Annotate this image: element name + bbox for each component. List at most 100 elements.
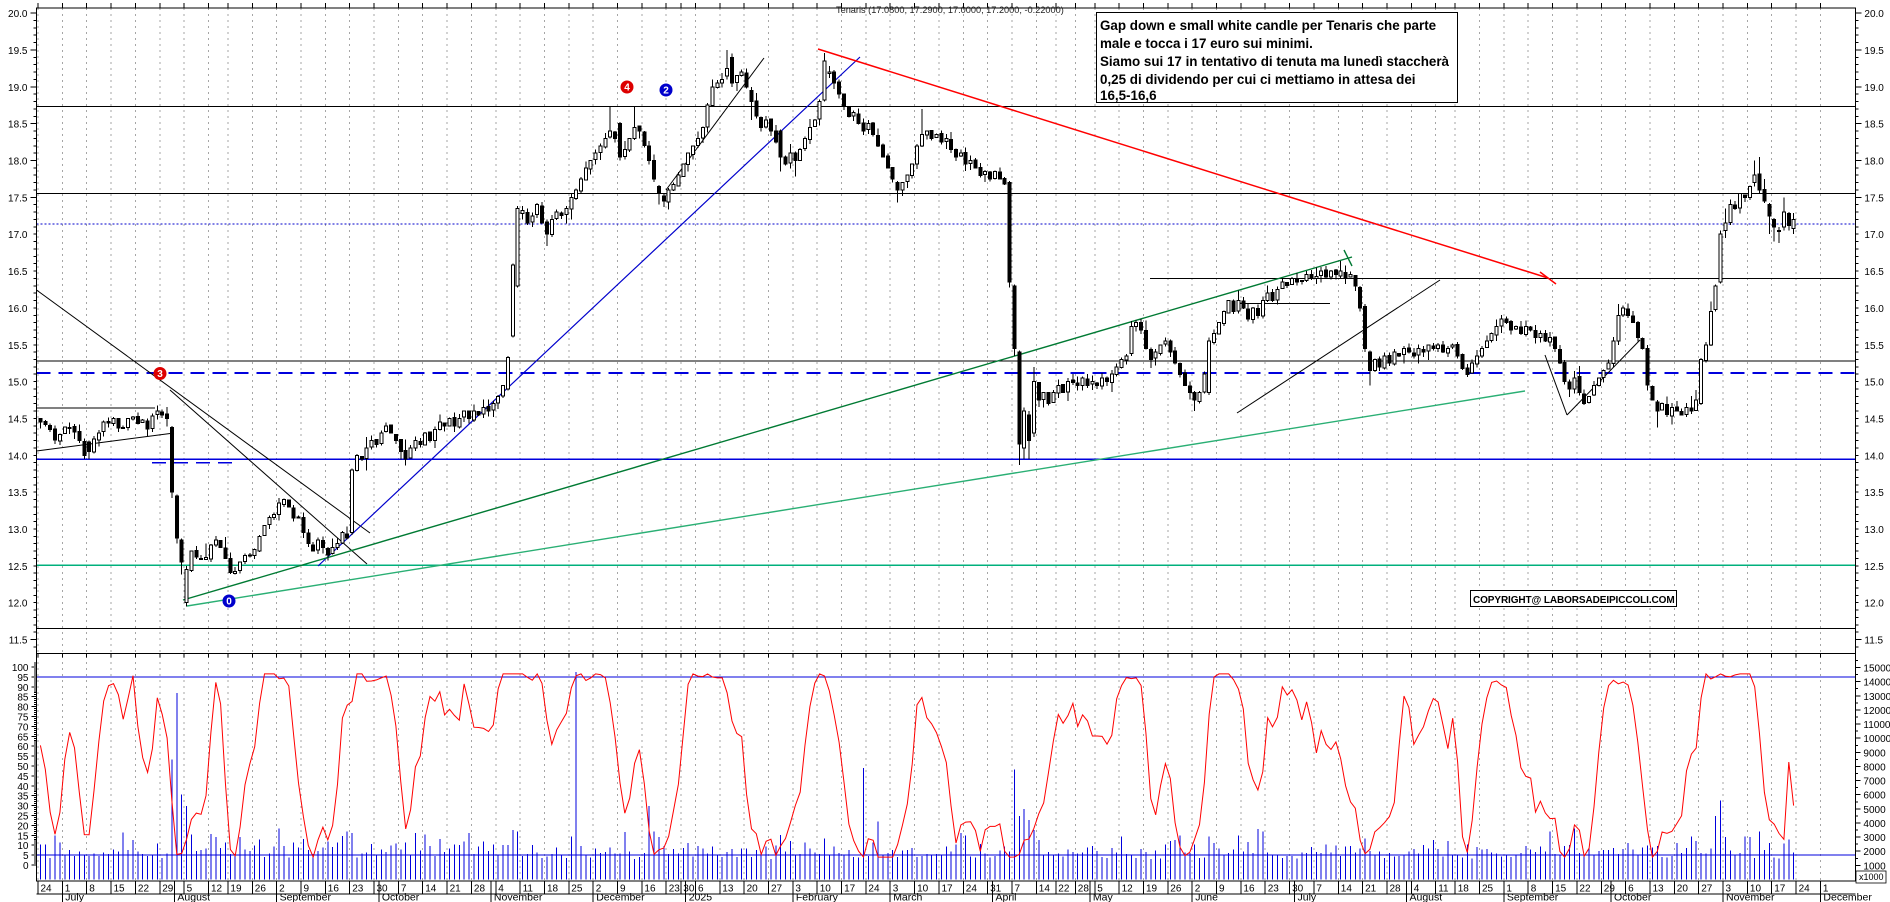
svg-text:male e tocca i 17 euro sui min: male e tocca i 17 euro sui minimi. xyxy=(1100,36,1313,51)
svg-text:16: 16 xyxy=(1243,884,1255,895)
svg-text:23: 23 xyxy=(1268,884,1280,895)
svg-text:9: 9 xyxy=(620,884,626,895)
svg-text:2: 2 xyxy=(596,884,602,895)
svg-text:September: September xyxy=(1507,892,1559,902)
svg-text:20: 20 xyxy=(17,821,29,832)
svg-text:14.0: 14.0 xyxy=(1864,451,1884,462)
svg-text:July: July xyxy=(1298,892,1317,902)
svg-text:May: May xyxy=(1093,892,1114,902)
svg-text:26: 26 xyxy=(1170,884,1182,895)
svg-text:16: 16 xyxy=(328,884,340,895)
svg-text:30: 30 xyxy=(1292,884,1304,895)
svg-text:June: June xyxy=(1195,892,1218,902)
svg-text:12.0: 12.0 xyxy=(8,599,28,610)
svg-text:90: 90 xyxy=(17,683,29,694)
svg-text:19.0: 19.0 xyxy=(1864,83,1884,94)
svg-text:16.5: 16.5 xyxy=(1864,267,1884,278)
svg-text:4: 4 xyxy=(624,83,630,94)
svg-text:2000: 2000 xyxy=(1863,847,1886,858)
svg-text:27: 27 xyxy=(1701,884,1713,895)
svg-text:8: 8 xyxy=(89,884,95,895)
svg-text:7: 7 xyxy=(1316,884,1322,895)
svg-text:23: 23 xyxy=(352,884,364,895)
svg-text:2: 2 xyxy=(279,884,285,895)
svg-text:11: 11 xyxy=(523,884,534,895)
svg-text:20: 20 xyxy=(747,884,759,895)
svg-text:40: 40 xyxy=(17,782,29,793)
svg-text:18.5: 18.5 xyxy=(1864,120,1884,131)
svg-text:November: November xyxy=(494,892,543,902)
svg-text:13.5: 13.5 xyxy=(8,488,28,499)
svg-text:16,5-16,6: 16,5-16,6 xyxy=(1100,88,1157,103)
svg-text:1: 1 xyxy=(1823,884,1829,895)
svg-text:60: 60 xyxy=(17,742,29,753)
svg-text:6: 6 xyxy=(1628,884,1634,895)
svg-text:5: 5 xyxy=(1097,884,1103,895)
svg-text:13.0: 13.0 xyxy=(1864,525,1884,536)
svg-text:13: 13 xyxy=(722,884,734,895)
svg-text:80: 80 xyxy=(17,703,29,714)
svg-text:100: 100 xyxy=(12,663,29,674)
svg-text:23: 23 xyxy=(669,884,681,895)
svg-text:14000: 14000 xyxy=(1863,678,1890,689)
svg-text:18.5: 18.5 xyxy=(8,120,28,131)
svg-text:March: March xyxy=(893,892,922,902)
svg-text:0: 0 xyxy=(226,597,232,608)
svg-text:26: 26 xyxy=(255,884,267,895)
svg-text:11000: 11000 xyxy=(1863,720,1890,731)
svg-text:22: 22 xyxy=(1058,884,1070,895)
svg-text:12.5: 12.5 xyxy=(1864,562,1884,573)
svg-text:2: 2 xyxy=(1195,884,1201,895)
svg-text:13: 13 xyxy=(1653,884,1665,895)
svg-text:11: 11 xyxy=(1438,884,1449,895)
svg-text:22: 22 xyxy=(138,884,150,895)
svg-text:19.5: 19.5 xyxy=(1864,46,1884,57)
svg-text:35: 35 xyxy=(17,792,29,803)
svg-text:x1000: x1000 xyxy=(1859,872,1884,882)
svg-text:28: 28 xyxy=(474,884,486,895)
svg-text:3000: 3000 xyxy=(1863,833,1886,844)
svg-text:16: 16 xyxy=(644,884,656,895)
svg-text:65: 65 xyxy=(17,732,29,743)
svg-text:20.0: 20.0 xyxy=(1864,9,1884,20)
svg-text:13.0: 13.0 xyxy=(8,525,28,536)
svg-text:30: 30 xyxy=(17,802,29,813)
svg-text:55: 55 xyxy=(17,752,29,763)
svg-text:24: 24 xyxy=(868,884,880,895)
svg-text:18: 18 xyxy=(547,884,559,895)
svg-text:October: October xyxy=(382,892,420,902)
svg-text:10: 10 xyxy=(1750,884,1762,895)
svg-text:95: 95 xyxy=(17,673,29,684)
svg-text:18.0: 18.0 xyxy=(1864,157,1884,168)
svg-text:17.5: 17.5 xyxy=(1864,193,1884,204)
svg-text:10: 10 xyxy=(820,884,832,895)
svg-text:45: 45 xyxy=(17,772,29,783)
svg-text:14.0: 14.0 xyxy=(8,451,28,462)
svg-text:2025: 2025 xyxy=(689,892,713,902)
svg-text:27: 27 xyxy=(771,884,783,895)
svg-text:21: 21 xyxy=(450,884,462,895)
svg-text:30: 30 xyxy=(683,884,695,895)
svg-text:15.0: 15.0 xyxy=(8,378,28,389)
svg-text:December: December xyxy=(596,892,645,902)
svg-text:16.0: 16.0 xyxy=(1864,304,1884,315)
svg-text:10: 10 xyxy=(17,841,29,852)
svg-text:5: 5 xyxy=(23,851,29,862)
svg-text:18.0: 18.0 xyxy=(8,157,28,168)
svg-text:15: 15 xyxy=(1555,884,1567,895)
svg-text:28: 28 xyxy=(1078,884,1090,895)
svg-text:7: 7 xyxy=(401,884,407,895)
svg-text:17: 17 xyxy=(844,884,856,895)
svg-text:31: 31 xyxy=(990,884,1002,895)
svg-text:14: 14 xyxy=(1341,884,1353,895)
svg-text:8: 8 xyxy=(1531,884,1537,895)
svg-text:12: 12 xyxy=(1122,884,1134,895)
svg-text:0: 0 xyxy=(23,861,29,872)
svg-text:14.5: 14.5 xyxy=(1864,415,1884,426)
svg-text:July: July xyxy=(65,892,84,902)
svg-text:15000: 15000 xyxy=(1863,664,1890,675)
svg-text:25: 25 xyxy=(17,812,29,823)
svg-text:70: 70 xyxy=(17,722,29,733)
svg-text:15: 15 xyxy=(114,884,126,895)
svg-text:9000: 9000 xyxy=(1863,748,1886,759)
